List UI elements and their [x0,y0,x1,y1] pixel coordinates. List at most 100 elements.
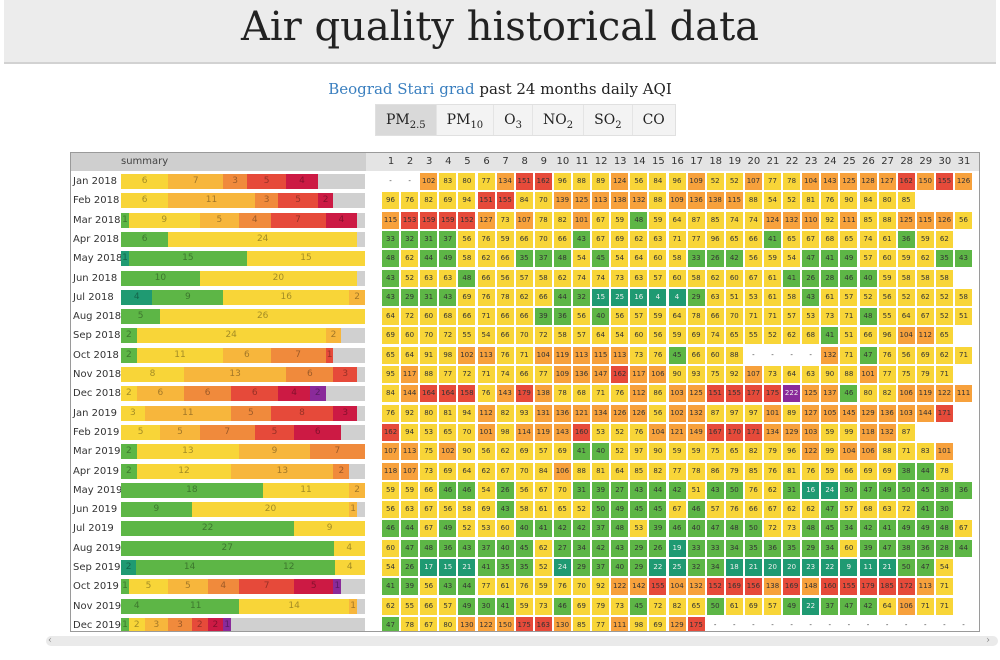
day-cell[interactable]: 48 [935,520,953,538]
day-cell[interactable]: 74 [744,211,762,229]
summary-segment[interactable]: 15 [128,251,247,267]
summary-segment[interactable]: 2 [191,617,208,631]
day-cell[interactable]: 132 [783,211,801,229]
day-cell[interactable]: 70 [420,327,438,345]
day-cell[interactable]: 76 [725,501,743,519]
day-cell[interactable]: 80 [859,385,877,403]
day-cell[interactable]: 74 [592,269,610,287]
day-cell[interactable]: 48 [802,520,820,538]
day-cell[interactable]: 66 [477,269,495,287]
day-cell[interactable]: 36 [916,539,934,557]
day-cell[interactable]: 72 [534,327,552,345]
day-cell[interactable]: 21 [878,559,896,576]
summary-segment[interactable]: 4 [121,289,153,305]
day-cell[interactable]: 15 [592,288,610,306]
day-cell[interactable]: 29 [630,539,648,557]
summary-segment[interactable]: 6 [121,174,169,189]
day-cell[interactable]: 47 [382,616,399,631]
day-cell[interactable]: 65 [725,230,743,248]
day-cell[interactable]: 62 [935,230,953,248]
day-cell[interactable]: 87 [706,404,724,422]
day-cell[interactable]: 59 [496,230,514,248]
day-cell[interactable]: 47 [401,539,419,557]
day-cell[interactable]: 41 [783,269,801,287]
day-cell[interactable]: 129 [783,423,801,441]
day-cell[interactable]: 162 [611,366,629,383]
day-cell[interactable]: 59 [821,462,839,480]
day-cell[interactable]: 72 [401,308,419,326]
summary-segment[interactable]: 20 [191,502,350,518]
day-cell[interactable]: 44 [458,578,476,596]
summary-segment[interactable]: 3 [144,617,169,631]
day-cell[interactable]: 28 [821,269,839,287]
day-cell[interactable]: 103 [668,385,686,403]
day-cell[interactable]: 18 [725,559,743,576]
day-cell[interactable]: 67 [420,520,438,538]
day-cell[interactable]: 46 [840,385,858,403]
day-cell[interactable]: 150 [496,616,514,631]
day-cell[interactable]: 26 [802,269,820,287]
summary-bar[interactable]: 4 11 14 1 [121,598,365,614]
day-cell[interactable]: 59 [764,250,781,268]
day-cell[interactable]: 106 [897,597,915,615]
day-cell[interactable]: 117 [401,366,419,383]
day-cell[interactable]: 80 [878,192,896,210]
day-cell[interactable]: 79 [916,366,934,383]
day-cell[interactable]: 73 [534,597,552,615]
day-cell[interactable]: 35 [515,559,533,576]
day-cell[interactable]: 88 [744,192,762,210]
summary-segment[interactable]: 5 [246,174,287,189]
summary-segment[interactable]: 6 [136,386,184,402]
day-cell[interactable]: 132 [821,346,839,364]
day-cell[interactable]: 159 [439,211,457,229]
day-cell[interactable]: 167 [706,423,724,441]
day-cell[interactable]: 54 [611,250,629,268]
summary-segment[interactable]: 7 [168,174,224,189]
day-cell[interactable]: 35 [935,250,953,268]
day-cell[interactable]: 145 [840,404,858,422]
day-cell[interactable]: - [771,350,774,359]
day-cell[interactable]: 65 [382,346,399,364]
day-cell[interactable]: 21 [744,559,762,576]
day-cell[interactable]: 47 [859,346,877,364]
day-cell[interactable]: 38 [935,481,953,499]
summary-bar[interactable]: 2 11 6 7 1 [121,347,365,363]
summary-segment[interactable]: 2 [121,463,137,479]
day-cell[interactable]: 87 [897,423,915,441]
day-cell[interactable]: 71 [840,308,858,326]
day-cell[interactable]: 102 [458,346,476,364]
day-cell[interactable]: 115 [916,211,934,229]
summary-bar[interactable]: 22 9 [121,521,365,537]
day-cell[interactable]: 26 [401,559,419,576]
day-cell[interactable]: 77 [477,173,495,190]
day-cell[interactable]: 25 [611,288,629,306]
day-cell[interactable]: 107 [515,211,533,229]
day-cell[interactable]: - [752,350,755,359]
day-cell[interactable]: 112 [630,385,648,403]
summary-segment[interactable]: 6 [294,424,342,440]
day-cell[interactable]: 122 [611,578,629,596]
day-cell[interactable]: 96 [706,230,724,248]
summary-bar[interactable]: 18 11 2 [121,482,365,498]
day-cell[interactable]: 4 [649,288,667,306]
day-cell[interactable]: 58 [458,501,476,519]
summary-segment[interactable]: 9 [294,521,365,537]
day-cell[interactable]: 52 [706,173,724,190]
day-cell[interactable]: 126 [630,404,648,422]
day-cell[interactable]: 78 [534,211,552,229]
day-cell[interactable]: 59 [821,423,839,441]
day-cell[interactable]: 76 [744,481,762,499]
day-cell[interactable]: 62 [802,501,820,519]
summary-segment[interactable]: 5 [199,212,240,228]
day-cell[interactable]: 73 [611,597,629,615]
day-cell[interactable]: 52 [764,327,781,345]
day-cell[interactable]: 40 [859,269,877,287]
summary-segment[interactable]: 2 [317,193,334,209]
summary-segment[interactable]: 2 [128,617,145,631]
day-cell[interactable]: 50 [592,501,610,519]
day-cell[interactable]: 77 [668,462,686,480]
day-cell[interactable]: 134 [592,404,610,422]
day-cell[interactable]: 26 [496,481,514,499]
summary-segment[interactable]: 5 [254,424,295,440]
